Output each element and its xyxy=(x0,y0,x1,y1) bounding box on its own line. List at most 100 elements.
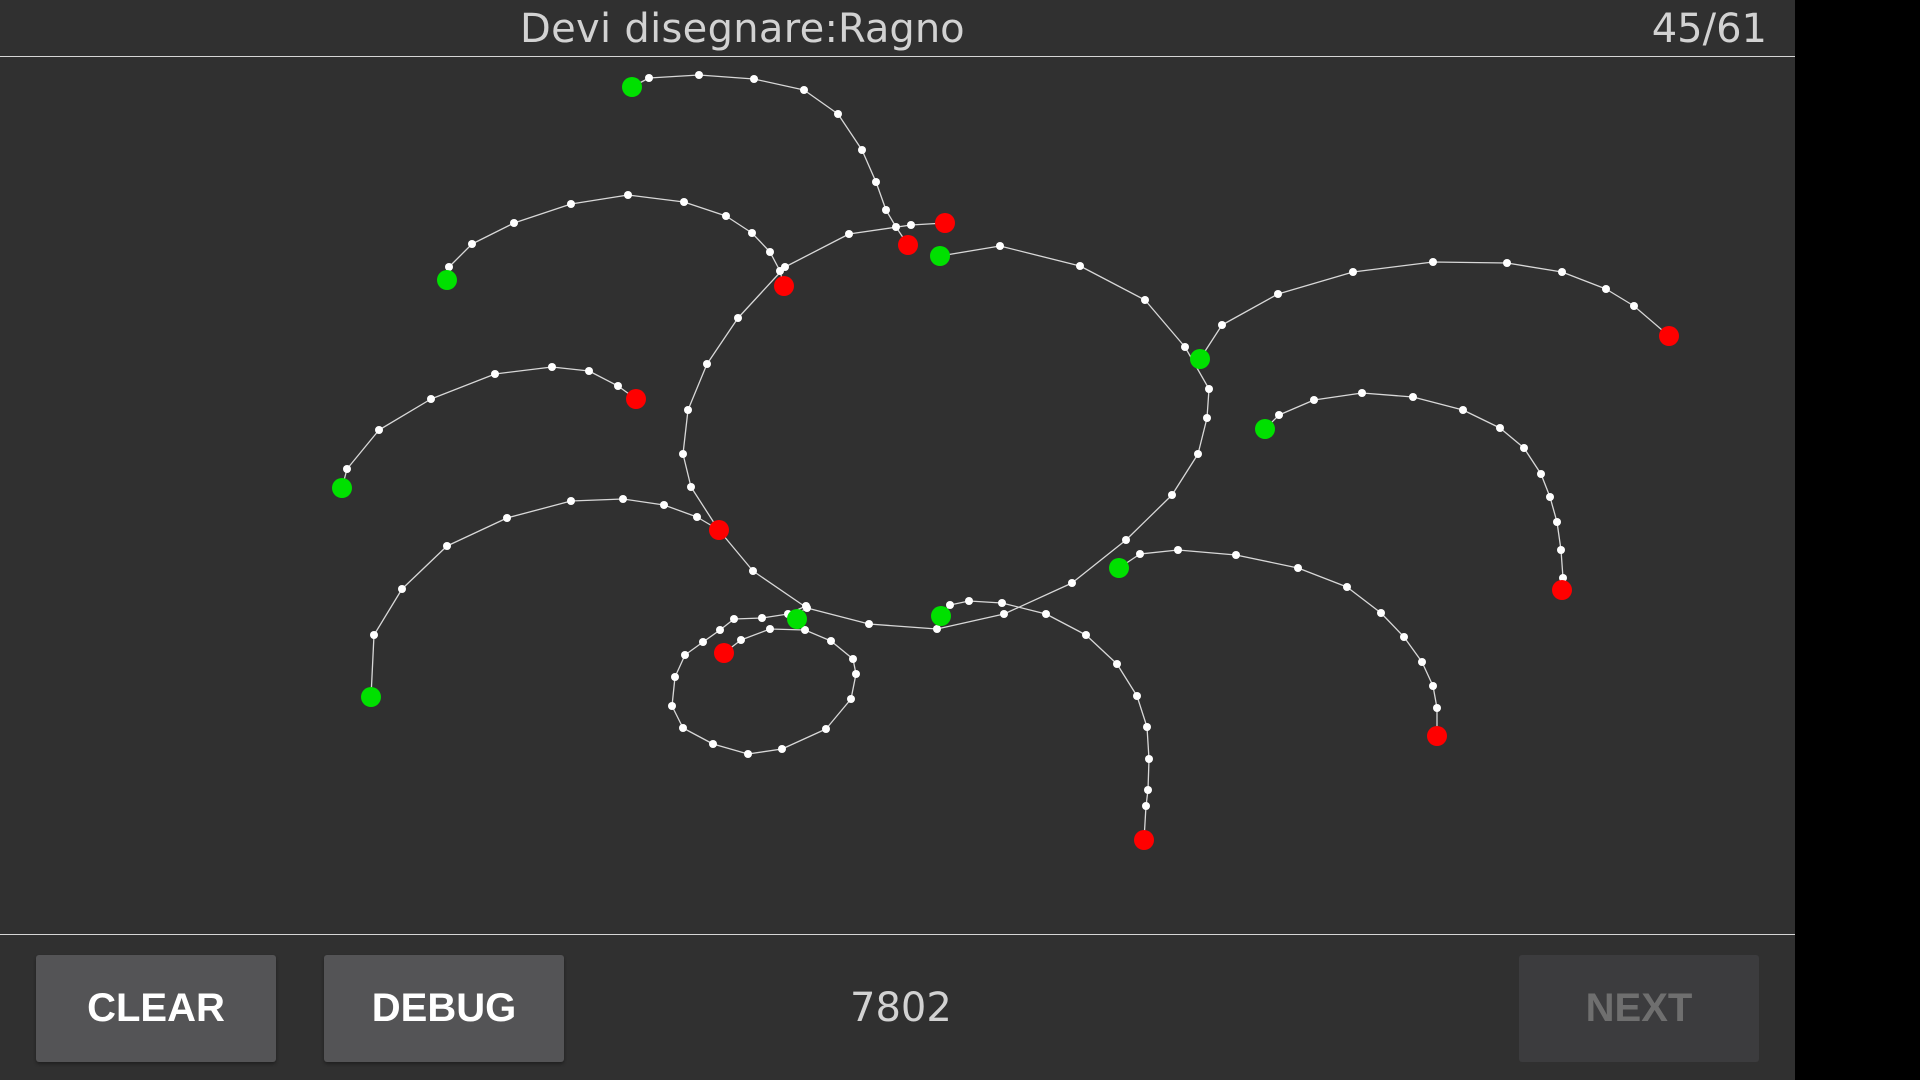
stroke-4 xyxy=(332,363,646,498)
stroke-start-point xyxy=(1109,558,1129,578)
sample-point xyxy=(645,74,653,82)
sample-point xyxy=(680,198,688,206)
debug-button[interactable]: DEBUG xyxy=(324,955,564,1062)
score-value: 7802 xyxy=(850,985,952,1031)
sample-point xyxy=(744,750,752,758)
sample-point xyxy=(1294,564,1302,572)
sample-point xyxy=(619,495,627,503)
sample-point xyxy=(1122,536,1130,544)
stroke-start-point xyxy=(930,246,950,266)
next-button[interactable]: NEXT xyxy=(1519,955,1759,1062)
stroke-start-point xyxy=(931,606,951,626)
stroke-5 xyxy=(361,495,729,707)
sample-point xyxy=(766,248,774,256)
sample-point xyxy=(892,223,900,231)
sample-point xyxy=(567,497,575,505)
sample-point xyxy=(1343,583,1351,591)
stroke-10 xyxy=(668,602,860,758)
sample-point xyxy=(1205,385,1213,393)
stroke-start-point xyxy=(437,270,457,290)
sample-point xyxy=(778,745,786,753)
stroke-end-point xyxy=(1427,726,1447,746)
stroke-path xyxy=(1199,261,1670,360)
sample-point xyxy=(614,382,622,390)
stroke-7 xyxy=(1255,389,1572,600)
sample-point xyxy=(668,702,676,710)
sample-point xyxy=(1274,290,1282,298)
sample-point xyxy=(946,601,954,609)
sample-point xyxy=(882,206,890,214)
sample-point xyxy=(1409,393,1417,401)
sample-point xyxy=(766,625,774,633)
prompt-word: Ragno xyxy=(838,6,965,52)
sample-point xyxy=(737,636,745,644)
sample-point xyxy=(503,514,511,522)
sample-point xyxy=(1275,411,1283,419)
sample-point xyxy=(845,230,853,238)
drawing-canvas[interactable] xyxy=(0,58,1795,934)
sample-point xyxy=(695,71,703,79)
stroke-2 xyxy=(622,71,918,255)
sample-point xyxy=(375,426,383,434)
sample-point xyxy=(1168,491,1176,499)
stroke-path xyxy=(631,74,909,246)
stroke-path xyxy=(1264,392,1564,591)
sample-point xyxy=(699,638,707,646)
stroke-end-point xyxy=(898,235,918,255)
sample-point xyxy=(1181,343,1189,351)
sample-point xyxy=(510,219,518,227)
sample-point xyxy=(1520,444,1528,452)
sample-point xyxy=(1630,302,1638,310)
sample-point xyxy=(750,75,758,83)
stroke-start-point xyxy=(361,687,381,707)
footer-bar: CLEAR DEBUG 7802 NEXT xyxy=(0,934,1795,1080)
stroke-end-point xyxy=(1134,830,1154,850)
stroke-9 xyxy=(931,597,1154,850)
sample-point xyxy=(679,724,687,732)
sample-point xyxy=(1203,414,1211,422)
drawing-app: Devi disegnare: Ragno 45/61 CLEAR DEBUG … xyxy=(0,0,1795,1080)
sample-point xyxy=(849,655,857,663)
sample-point xyxy=(1557,546,1565,554)
sample-point xyxy=(343,465,351,473)
sample-point xyxy=(1082,631,1090,639)
stroke-end-point xyxy=(709,520,729,540)
sample-point xyxy=(548,363,556,371)
stroke-path xyxy=(446,194,785,287)
sample-point xyxy=(801,626,809,634)
sample-point xyxy=(1142,802,1150,810)
stroke-end-point xyxy=(935,213,955,233)
sample-point xyxy=(468,240,476,248)
sample-point xyxy=(965,597,973,605)
black-side-strip xyxy=(1795,0,1920,1080)
sample-point xyxy=(1113,660,1121,668)
sample-point xyxy=(567,200,575,208)
sample-point xyxy=(693,513,701,521)
stroke-path xyxy=(682,222,1210,630)
sample-point xyxy=(858,146,866,154)
sample-point xyxy=(1218,321,1226,329)
sample-point xyxy=(443,542,451,550)
sample-point xyxy=(1429,258,1437,266)
stroke-start-point xyxy=(1255,419,1275,439)
sample-point xyxy=(1400,633,1408,641)
sample-point xyxy=(1232,551,1240,559)
sample-point xyxy=(776,267,784,275)
stroke-8 xyxy=(1109,546,1447,746)
sample-point xyxy=(1349,268,1357,276)
sample-point xyxy=(687,483,695,491)
clear-button[interactable]: CLEAR xyxy=(36,955,276,1062)
sample-point xyxy=(1553,518,1561,526)
stroke-start-point xyxy=(332,478,352,498)
stroke-start-point xyxy=(787,609,807,629)
sample-point xyxy=(1358,389,1366,397)
sample-point xyxy=(1136,550,1144,558)
sample-point xyxy=(624,191,632,199)
stroke-start-point xyxy=(622,77,642,97)
stroke-1 xyxy=(679,213,1213,633)
sample-point xyxy=(1459,406,1467,414)
stroke-path xyxy=(341,366,637,489)
stroke-end-point xyxy=(626,389,646,409)
sample-point xyxy=(1068,579,1076,587)
sample-point xyxy=(758,614,766,622)
